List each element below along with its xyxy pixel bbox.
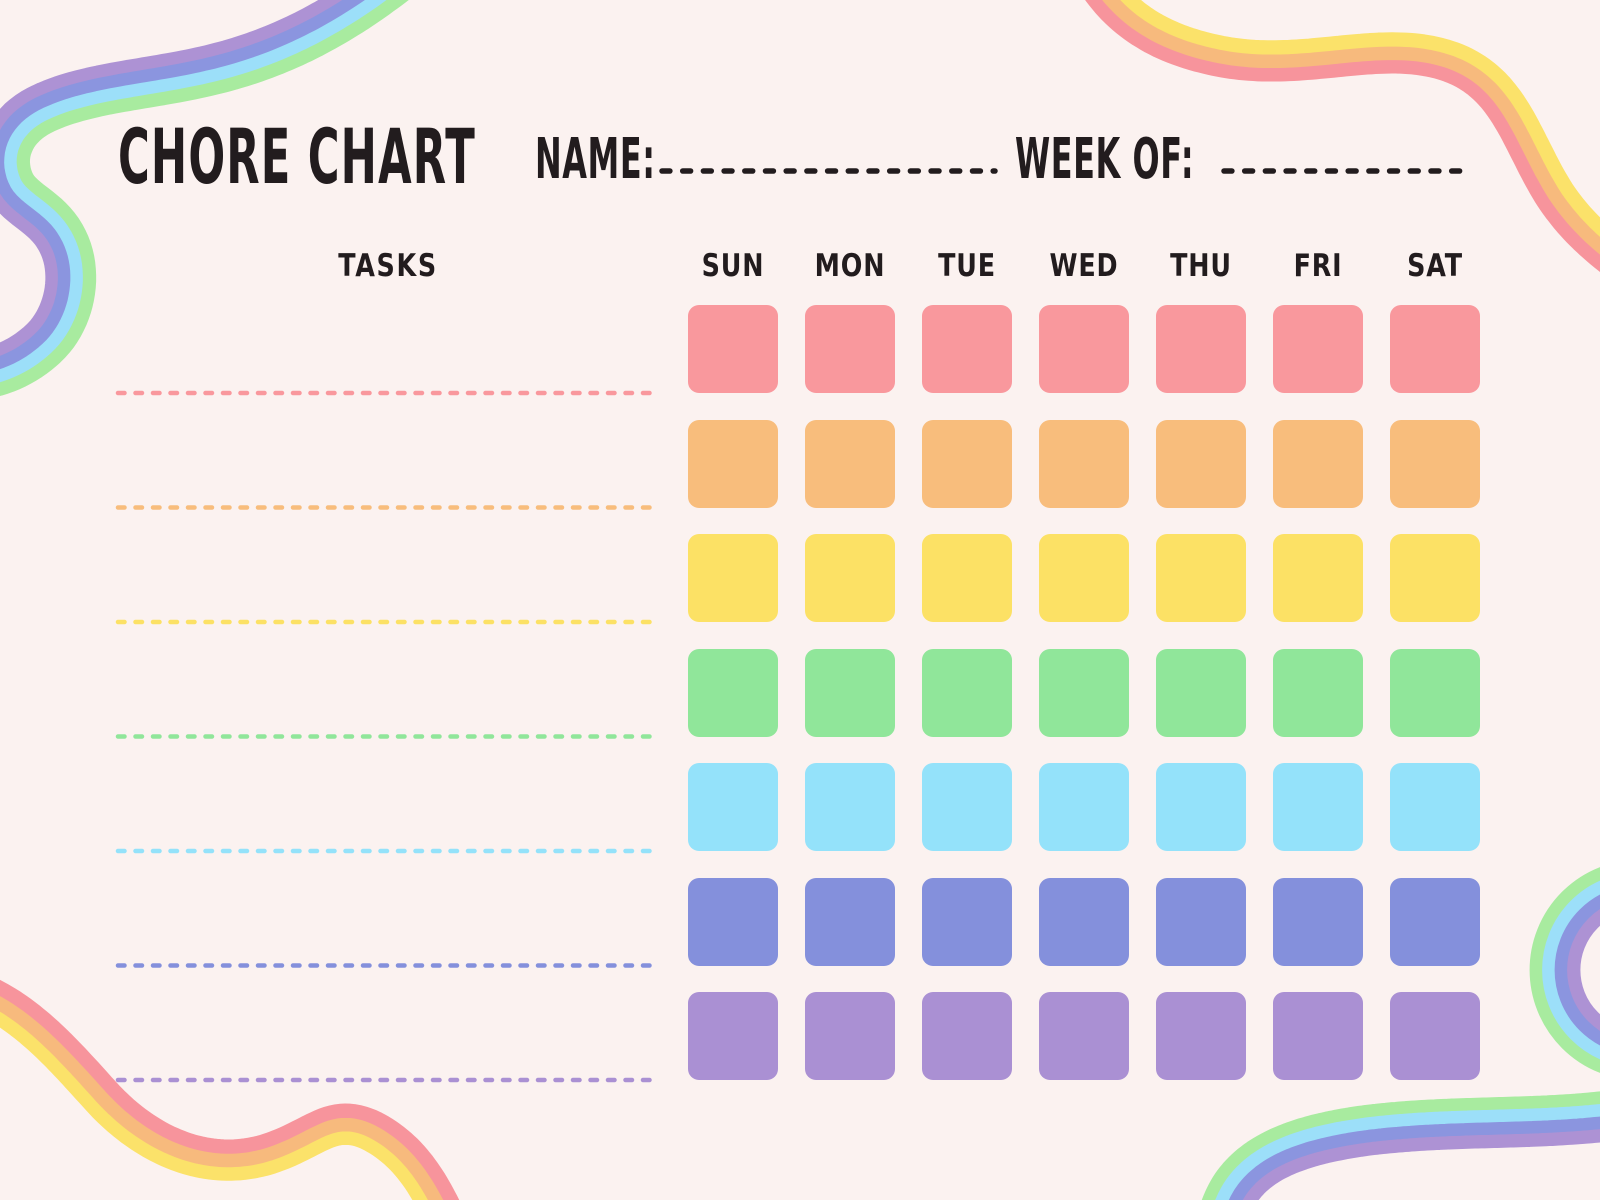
chore-grid (688, 305, 1480, 1080)
day-header-tue: TUE (938, 248, 996, 284)
chore-cell-wed-row3[interactable] (1039, 534, 1129, 622)
chore-cell-tue-row5[interactable] (922, 763, 1012, 851)
chore-cell-fri-row7[interactable] (1273, 992, 1363, 1080)
chore-cell-thu-row4[interactable] (1156, 648, 1246, 737)
chore-cell-tue-row4[interactable] (922, 648, 1012, 737)
chore-cell-wed-row2[interactable] (1039, 419, 1129, 508)
chore-cell-thu-row3[interactable] (1156, 534, 1246, 622)
chore-cell-thu-row1[interactable] (1156, 305, 1246, 393)
chore-cell-wed-row5[interactable] (1039, 763, 1129, 851)
chore-cell-wed-row4[interactable] (1039, 648, 1129, 737)
chore-cell-mon-row6[interactable] (805, 877, 895, 966)
chore-cell-tue-row1[interactable] (922, 305, 1012, 393)
chore-cell-fri-row1[interactable] (1273, 305, 1363, 393)
day-header-row: SUN MON TUE WED THU FRI SAT (688, 248, 1480, 284)
chore-cell-fri-row5[interactable] (1273, 763, 1363, 851)
chore-cell-sun-row1[interactable] (688, 305, 778, 393)
chore-cell-sat-row6[interactable] (1390, 877, 1480, 966)
day-header-fri: FRI (1293, 248, 1343, 284)
chore-cell-mon-row7[interactable] (805, 992, 895, 1080)
day-header-sat: SAT (1407, 248, 1463, 284)
chore-cell-tue-row3[interactable] (922, 534, 1012, 622)
day-header-thu: THU (1170, 248, 1232, 284)
chore-cell-sat-row1[interactable] (1390, 305, 1480, 393)
chore-cell-sat-row4[interactable] (1390, 648, 1480, 737)
week-of-label: WEEK OF: (1015, 127, 1195, 192)
chore-cell-sun-row3[interactable] (688, 534, 778, 622)
chore-cell-mon-row3[interactable] (805, 534, 895, 622)
chore-cell-sun-row4[interactable] (688, 648, 778, 737)
rainbow-ribbon-bottom-left (0, 979, 460, 1200)
name-label: NAME: (535, 127, 656, 192)
chore-cell-fri-row6[interactable] (1273, 877, 1363, 966)
chore-cell-sat-row7[interactable] (1390, 992, 1480, 1080)
chore-cell-fri-row2[interactable] (1273, 419, 1363, 508)
chore-cell-sat-row2[interactable] (1390, 419, 1480, 508)
chore-cell-tue-row2[interactable] (922, 419, 1012, 508)
chore-cell-sun-row5[interactable] (688, 763, 778, 851)
task-fill-lines (115, 390, 662, 1083)
tasks-column-header: TASKS (338, 248, 438, 284)
chore-cell-sat-row3[interactable] (1390, 534, 1480, 622)
day-header-sun: SUN (701, 248, 765, 284)
chore-cell-wed-row6[interactable] (1039, 877, 1129, 966)
chore-cell-mon-row5[interactable] (805, 763, 895, 851)
chore-cell-fri-row4[interactable] (1273, 648, 1363, 737)
chore-cell-mon-row2[interactable] (805, 419, 895, 508)
day-header-mon: MON (814, 248, 886, 284)
chore-cell-wed-row1[interactable] (1039, 305, 1129, 393)
chore-cell-thu-row7[interactable] (1156, 992, 1246, 1080)
chore-cell-sun-row2[interactable] (688, 419, 778, 508)
chore-cell-tue-row6[interactable] (922, 877, 1012, 966)
chore-cell-tue-row7[interactable] (922, 992, 1012, 1080)
chore-cell-mon-row1[interactable] (805, 305, 895, 393)
rainbow-ribbon-top-right (1085, 0, 1600, 273)
rainbow-wave-bottom-right (1201, 1091, 1600, 1200)
chore-cell-mon-row4[interactable] (805, 648, 895, 737)
chore-cell-thu-row6[interactable] (1156, 877, 1246, 966)
chore-cell-sun-row7[interactable] (688, 992, 778, 1080)
rainbow-ribbon-top-left (0, 0, 409, 397)
chore-cell-thu-row5[interactable] (1156, 763, 1246, 851)
chore-cell-wed-row7[interactable] (1039, 992, 1129, 1080)
day-header-wed: WED (1049, 248, 1119, 284)
page-title: CHORE CHART (118, 112, 476, 201)
chore-cell-fri-row3[interactable] (1273, 534, 1363, 622)
chore-cell-sat-row5[interactable] (1390, 763, 1480, 851)
chore-cell-sun-row6[interactable] (688, 877, 778, 966)
chore-cell-thu-row2[interactable] (1156, 419, 1246, 508)
rainbow-loop-bottom-right (1529, 867, 1600, 1073)
